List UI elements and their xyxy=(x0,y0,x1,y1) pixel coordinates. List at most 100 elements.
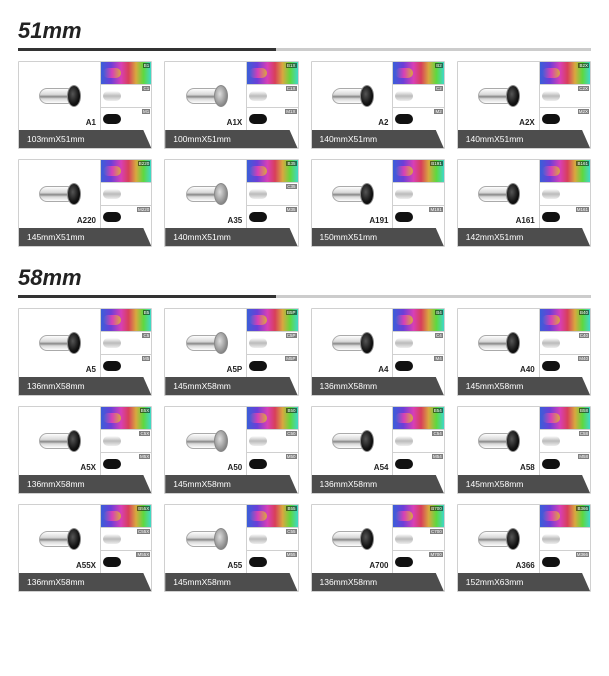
swatch: B5X xyxy=(101,407,151,430)
swatch: M5X xyxy=(101,453,151,475)
swatch: B191 xyxy=(393,160,443,183)
model-label: A2 xyxy=(378,118,388,127)
card-body: A55XB55XC55XM55X xyxy=(19,505,151,573)
card-body: A4B4C4M4 xyxy=(312,309,444,377)
swatch: C5P xyxy=(247,332,297,355)
swatch-column: B40C40M40 xyxy=(540,309,590,377)
product-card[interactable]: A58B58C58M58145mmX58mm xyxy=(457,406,591,494)
product-card[interactable]: A54B54C54M54136mmX58mm xyxy=(311,406,445,494)
swatch-label: C1X xyxy=(286,86,297,91)
swatch-column: B5PC5PM5P xyxy=(247,309,297,377)
swatch: B5P xyxy=(247,309,297,332)
swatch-label: M2 xyxy=(434,109,442,114)
swatch-label: M35 xyxy=(286,207,297,212)
swatch: B700 xyxy=(393,505,443,528)
product-photo: A5X xyxy=(19,407,101,475)
swatch: B5 xyxy=(101,309,151,332)
swatch: M366 xyxy=(540,551,590,573)
swatch: C1 xyxy=(101,85,151,108)
product-card[interactable]: A5B5C5M5136mmX58mm xyxy=(18,308,152,396)
product-card[interactable]: A2 B2C2M2140mmX51mm xyxy=(311,61,445,149)
card-body: A5X B5X C5X M5X xyxy=(19,407,151,475)
product-card[interactable]: A5X B5X C5X M5X136mmX58mm xyxy=(18,406,152,494)
product-card[interactable]: A161B161M161142mmX51mm xyxy=(457,159,591,247)
swatch-label: M2X xyxy=(578,109,589,114)
model-label: A191 xyxy=(369,216,388,225)
product-card[interactable]: A4B4C4M4136mmX58mm xyxy=(311,308,445,396)
product-card[interactable]: A35B35C35M35140mmX51mm xyxy=(164,159,298,247)
dimension-label: 145mmX58mm xyxy=(458,377,590,395)
model-label: A55X xyxy=(76,561,96,570)
swatch-column: B1C1M1 xyxy=(101,62,151,130)
model-label: A5X xyxy=(80,463,96,472)
swatch: C5 xyxy=(101,332,151,355)
card-body: A220B220M220 xyxy=(19,160,151,228)
card-body: A700B700C700M700 xyxy=(312,505,444,573)
product-card[interactable]: A55B55C55M55145mmX58mm xyxy=(164,504,298,592)
swatch-label: B5X xyxy=(140,408,151,413)
swatch-label: B55X xyxy=(137,506,150,511)
product-card[interactable]: A191B191M191150mmX51mm xyxy=(311,159,445,247)
swatch-column: B2C2M2 xyxy=(393,62,443,130)
model-label: A1 xyxy=(86,118,96,127)
swatch: B220 xyxy=(101,160,151,183)
swatch-label: B1X xyxy=(286,63,297,68)
product-card[interactable]: A2XB2XC2XM2X140mmX51mm xyxy=(457,61,591,149)
dimension-label: 145mmX58mm xyxy=(165,573,297,591)
exhaust-tip-icon xyxy=(37,527,81,551)
swatch-label: C4 xyxy=(435,333,443,338)
swatch: C50 xyxy=(247,430,297,453)
model-label: A5 xyxy=(86,365,96,374)
product-card[interactable]: A40B40C40M40145mmX58mm xyxy=(457,308,591,396)
product-photo: A4 xyxy=(312,309,394,377)
swatch-label: B2X xyxy=(578,63,589,68)
product-card[interactable]: A1 B1C1M1103mmX51mm xyxy=(18,61,152,149)
product-card[interactable]: A50B50C50M50145mmX58mm xyxy=(164,406,298,494)
exhaust-tip-icon xyxy=(37,429,81,453)
card-body: A2XB2XC2XM2X xyxy=(458,62,590,130)
exhaust-tip-icon xyxy=(184,527,228,551)
swatch-column: B220 M220 xyxy=(101,160,151,228)
swatch-label: B5P xyxy=(286,310,297,315)
exhaust-tip-icon xyxy=(37,331,81,355)
dimension-label: 136mmX58mm xyxy=(19,475,151,493)
swatch: M5 xyxy=(101,355,151,377)
product-card[interactable]: A55XB55XC55XM55X136mmX58mm xyxy=(18,504,152,592)
swatch-label: B4 xyxy=(435,310,443,315)
product-card[interactable]: A5PB5PC5PM5P145mmX58mm xyxy=(164,308,298,396)
swatch-label: M220 xyxy=(137,207,150,212)
swatch: M1X xyxy=(247,108,297,130)
product-card[interactable]: A1XB1XC1XM1X100mmX51mm xyxy=(164,61,298,149)
swatch: B55 xyxy=(247,505,297,528)
dimension-label: 100mmX51mm xyxy=(165,130,297,148)
swatch-label: B700 xyxy=(430,506,443,511)
product-photo: A55 xyxy=(165,505,247,573)
swatch: M191 xyxy=(393,206,443,228)
swatch-label: B220 xyxy=(138,161,151,166)
card-body: A40B40C40M40 xyxy=(458,309,590,377)
card-body: A58B58C58M58 xyxy=(458,407,590,475)
swatch: B2X xyxy=(540,62,590,85)
dimension-label: 140mmX51mm xyxy=(312,130,444,148)
product-card[interactable]: A220B220M220145mmX51mm xyxy=(18,159,152,247)
swatch xyxy=(540,528,590,551)
card-body: A5 B5C5M5 xyxy=(19,309,151,377)
product-photo: A2 xyxy=(312,62,394,130)
dimension-label: 103mmX51mm xyxy=(19,130,151,148)
swatch-label: C5X xyxy=(139,431,150,436)
swatch: M55 xyxy=(247,551,297,573)
card-body: A35B35C35M35 xyxy=(165,160,297,228)
swatch: M40 xyxy=(540,355,590,377)
card-body: A5PB5PC5PM5P xyxy=(165,309,297,377)
swatch-column: B4C4M4 xyxy=(393,309,443,377)
product-photo: A700 xyxy=(312,505,394,573)
swatch-column: B35C35M35 xyxy=(247,160,297,228)
swatch: B50 xyxy=(247,407,297,430)
swatch-column: B161M161 xyxy=(540,160,590,228)
exhaust-tip-icon xyxy=(476,331,520,355)
product-photo: A40 xyxy=(458,309,540,377)
exhaust-tip-icon xyxy=(330,331,374,355)
product-card[interactable]: A700B700C700M700136mmX58mm xyxy=(311,504,445,592)
product-card[interactable]: A366B366M366152mmX63mm xyxy=(457,504,591,592)
swatch-column: B366M366 xyxy=(540,505,590,573)
